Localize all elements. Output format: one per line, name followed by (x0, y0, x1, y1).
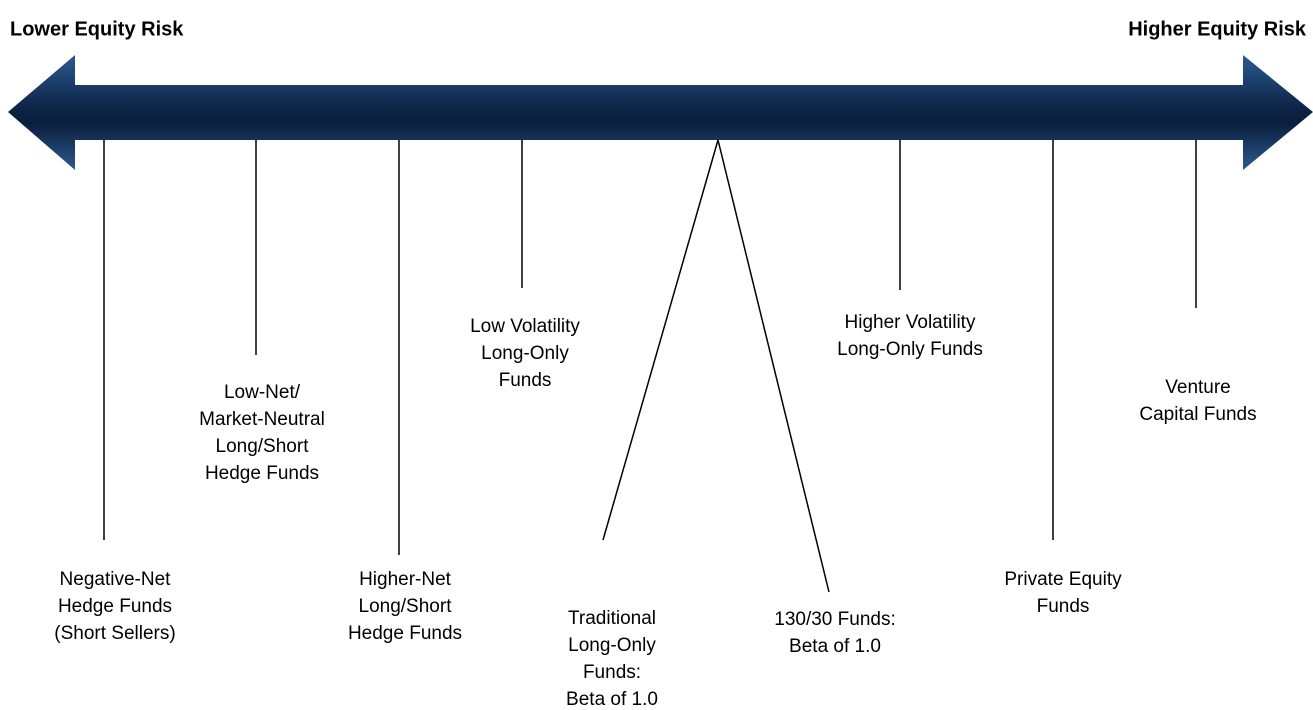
node-label: (Short Sellers) (54, 623, 175, 644)
node-label: Hedge Funds (58, 596, 172, 617)
node-label: Traditional (568, 608, 656, 629)
right-header: Higher Equity Risk (1128, 18, 1307, 40)
node-label: Hedge Funds (205, 463, 319, 484)
node-label: Funds: (583, 662, 641, 683)
node-label: Long-Only Funds (837, 339, 983, 360)
left-header: Lower Equity Risk (10, 18, 184, 40)
node-label: Low Volatility (470, 316, 580, 337)
node-label: Venture (1165, 377, 1231, 398)
node-label: Funds (499, 370, 552, 391)
node-label: Private Equity (1004, 569, 1122, 590)
node-label: Market-Neutral (199, 409, 325, 430)
connector (602, 139, 719, 541)
node-label: Long-Only (568, 635, 656, 656)
node-label: Capital Funds (1139, 404, 1256, 425)
node-label: Long/Short (216, 436, 310, 457)
node-label: Hedge Funds (348, 623, 462, 644)
nodes: Negative-Net Hedge Funds (Short Sellers) Lo… (54, 139, 1257, 710)
node-label: Long/Short (359, 596, 453, 617)
node-label: Beta of 1.0 (566, 689, 658, 710)
node-label: Long-Only (481, 343, 569, 364)
node-label: Beta of 1.0 (789, 636, 881, 657)
node-label: 130/30 Funds: (774, 609, 895, 630)
node-label: Low-Net/ (224, 382, 301, 403)
connector (717, 139, 830, 593)
node-label: Funds (1037, 596, 1090, 617)
node-label: Negative-Net (60, 569, 172, 590)
risk-arrow (8, 55, 1313, 170)
node-label: Higher Volatility (845, 312, 976, 333)
node-label: Higher-Net (359, 569, 452, 590)
